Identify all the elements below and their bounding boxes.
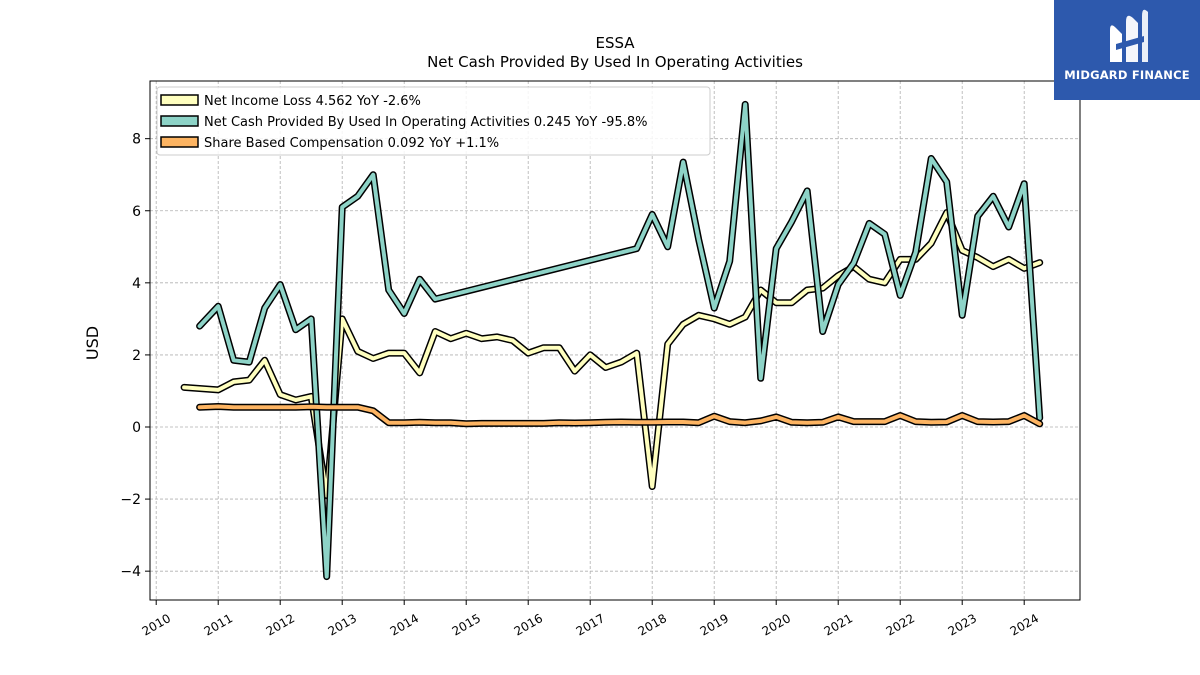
- legend-swatch-1: [160, 115, 199, 127]
- y-tick-label: −4: [120, 564, 141, 580]
- brand-name: MIDGARD FINANCE: [1064, 68, 1190, 82]
- x-tick-label: 2019: [698, 611, 731, 638]
- legend-entry-0: Net Income Loss 4.562 YoY -2.6%: [204, 94, 421, 109]
- y-tick-label: 8: [132, 132, 141, 148]
- legend-box: [156, 86, 711, 156]
- x-tick-label: 2023: [946, 611, 979, 638]
- x-tick-label: 2024: [1008, 611, 1041, 638]
- series-line-0: [182, 210, 1042, 498]
- x-tick-label: 2018: [636, 611, 669, 638]
- brand-logo: MIDGARD FINANCE: [1054, 0, 1200, 100]
- legend-entry-1: Net Cash Provided By Used In Operating A…: [204, 115, 647, 130]
- x-tick-label: 2013: [326, 611, 359, 638]
- legend-swatch-2: [160, 136, 199, 148]
- plot-frame: [149, 80, 1081, 601]
- x-tick-label: 2015: [450, 611, 483, 638]
- y-axis-label: USD: [83, 326, 102, 360]
- legend-swatch-0: [160, 94, 199, 106]
- x-tick-label: 2014: [388, 611, 421, 638]
- y-tick-label: 2: [132, 348, 141, 364]
- chart-subtitle: Net Cash Provided By Used In Operating A…: [427, 53, 803, 71]
- midgard-logo-icon: [1110, 9, 1148, 62]
- y-tick-label: 0: [132, 420, 141, 436]
- chart-title: ESSA: [595, 34, 635, 52]
- x-tick-label: 2016: [512, 611, 545, 638]
- x-tick-label: 2012: [264, 611, 297, 638]
- x-tick-label: 2022: [884, 611, 917, 638]
- x-tick-label: 2010: [140, 611, 173, 638]
- y-tick-label: −2: [120, 492, 141, 508]
- y-tick-label: 4: [132, 276, 141, 292]
- series-line-1: [197, 102, 1042, 579]
- legend-entry-2: Share Based Compensation 0.092 YoY +1.1%: [204, 136, 499, 151]
- x-tick-label: 2011: [202, 611, 235, 638]
- x-tick-label: 2020: [760, 611, 793, 638]
- series-line-2: [197, 404, 1042, 426]
- x-tick-label: 2021: [822, 611, 855, 638]
- y-tick-label: 6: [132, 204, 141, 220]
- series-outline-1: [196, 100, 1044, 581]
- x-tick-label: 2017: [574, 611, 607, 638]
